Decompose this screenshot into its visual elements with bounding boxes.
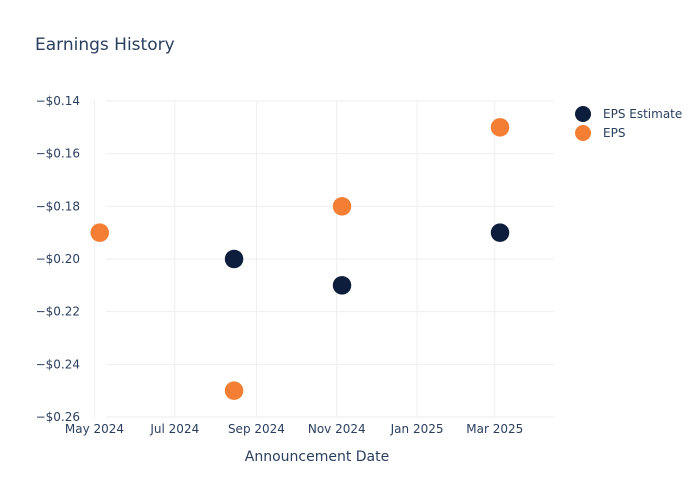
y-tick-label: −$0.24 (36, 357, 80, 371)
x-tick-label: Jan 2025 (390, 422, 444, 436)
point-eps[interactable] (90, 222, 110, 243)
x-axis-title: Announcement Date (245, 449, 389, 465)
y-tick-label: −$0.18 (36, 199, 80, 213)
legend-label: EPS (603, 126, 625, 140)
y-tick-label: −$0.20 (36, 252, 80, 266)
point-eps-estimate[interactable] (224, 249, 244, 269)
legend[interactable]: EPS Estimate EPS (575, 106, 682, 141)
legend-marker (575, 106, 591, 122)
legend-marker (575, 125, 591, 141)
point-eps[interactable] (224, 380, 244, 401)
point-eps-estimate[interactable] (332, 275, 352, 296)
legend-item-eps-estimate[interactable]: EPS Estimate (575, 106, 682, 122)
point-eps-estimate[interactable] (490, 222, 510, 243)
point-eps[interactable] (490, 117, 510, 138)
y-tick-label: −$0.26 (36, 410, 80, 424)
x-tick-label: May 2024 (65, 422, 124, 436)
grid-lines (93, 100, 554, 418)
y-axis-ticks: −$0.14 −$0.16 −$0.18 −$0.20 −$0.22 −$0.24 −$0.… (36, 94, 80, 424)
y-tick-label: −$0.16 (36, 147, 80, 161)
y-tick-label: −$0.22 (36, 305, 80, 319)
chart-title: Earnings History (35, 35, 175, 55)
point-eps[interactable] (332, 196, 352, 217)
x-tick-label: Sep 2024 (228, 422, 285, 436)
data-points (90, 117, 510, 401)
y-tick-label: −$0.14 (36, 94, 80, 108)
x-tick-label: Nov 2024 (308, 422, 366, 436)
x-axis-ticks: May 2024 Jul 2024 Sep 2024 Nov 2024 Jan 2025… (65, 422, 523, 436)
legend-label: EPS Estimate (603, 107, 682, 121)
x-tick-label: Jul 2024 (149, 422, 199, 436)
legend-item-eps[interactable]: EPS (575, 125, 625, 141)
x-tick-label: Mar 2025 (466, 422, 523, 436)
